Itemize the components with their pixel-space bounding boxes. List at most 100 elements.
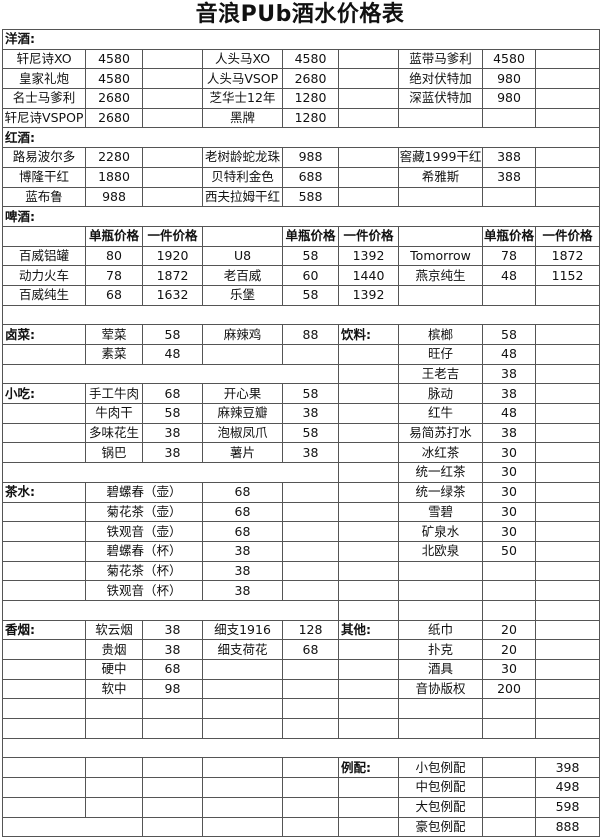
empty-cell	[142, 166, 203, 188]
table-cell: 48	[482, 403, 536, 424]
table-cell: 200	[482, 678, 536, 700]
empty-cell	[482, 816, 536, 837]
empty-cell	[534, 166, 600, 188]
empty-cell	[338, 186, 399, 208]
table-cell: 旺仔	[398, 344, 483, 365]
table-cell: 统一红茶	[398, 462, 483, 483]
empty-cell	[338, 68, 399, 90]
table-cell: 58	[282, 284, 339, 306]
table-cell: 细支1916	[202, 619, 283, 641]
empty-cell	[282, 501, 339, 523]
empty-cell	[398, 560, 483, 582]
empty-cell	[282, 521, 339, 542]
table-cell: 碧螺春（杯）	[85, 540, 203, 562]
table-cell: 38	[482, 383, 536, 405]
empty-cell	[2, 462, 339, 483]
empty-cell	[482, 560, 536, 582]
empty-cell	[534, 422, 600, 444]
table-cell: 68	[202, 481, 283, 503]
section-label: 卤菜:	[2, 324, 86, 345]
table-cell: U8	[202, 245, 283, 267]
empty-cell	[2, 521, 86, 542]
empty-cell	[2, 560, 86, 582]
empty-cell	[142, 718, 203, 739]
table-cell: 988	[85, 186, 143, 208]
empty-cell	[142, 88, 203, 109]
empty-cell	[534, 501, 600, 523]
table-cell: 槟榔	[398, 324, 483, 345]
section-label: 小吃:	[2, 383, 86, 405]
table-cell: 老百威	[202, 265, 283, 286]
empty-cell	[202, 659, 283, 680]
table-cell: 中包例配	[398, 777, 483, 798]
section-label: 香烟:	[2, 619, 86, 641]
empty-cell	[338, 442, 399, 464]
empty-cell	[338, 560, 399, 582]
empty-cell	[2, 796, 86, 818]
section-label: 其他:	[338, 619, 399, 641]
blank-row	[1, 304, 600, 326]
table-cell: 百威纯生	[2, 284, 86, 306]
empty-cell	[398, 599, 483, 621]
table-cell: 88	[282, 324, 339, 345]
table-cell: 598	[534, 796, 600, 818]
empty-cell	[534, 659, 600, 680]
table-cell: 30	[482, 442, 536, 464]
empty-cell	[482, 698, 536, 720]
empty-cell	[338, 344, 399, 365]
empty-cell	[482, 718, 536, 739]
empty-cell	[482, 107, 536, 129]
table-cell: 荤菜	[85, 324, 143, 345]
table-cell: 王老吉	[398, 363, 483, 385]
section-label: 例配:	[338, 757, 399, 779]
table-cell: 1152	[534, 265, 600, 286]
table-cell: 58	[482, 324, 536, 345]
table-cell: 锅巴	[85, 442, 143, 464]
table-cell: 碧螺春（壶）	[85, 481, 203, 503]
empty-cell	[338, 540, 399, 562]
empty-cell	[142, 816, 203, 837]
table-cell: 398	[534, 757, 600, 779]
table-cell: 窖藏1999干红	[398, 147, 483, 168]
empty-cell	[2, 363, 339, 385]
table-cell: 30	[482, 501, 536, 523]
empty-cell	[338, 501, 399, 523]
table-row: 单瓶价格 一件价格 单瓶价格 一件价格 单瓶价格 一件价格	[2, 225, 600, 247]
table-cell: 38	[142, 442, 203, 464]
table-row: 王老吉 38	[2, 363, 600, 385]
empty-cell	[202, 225, 283, 247]
empty-cell	[482, 284, 536, 306]
table-cell: 38	[142, 619, 203, 641]
table-cell: 豪包例配	[398, 816, 483, 837]
empty-cell	[338, 88, 399, 109]
empty-cell	[338, 462, 399, 483]
table-cell: 贝特利金色	[202, 166, 283, 188]
empty-cell	[534, 88, 600, 109]
table-cell: 开心果	[202, 383, 283, 405]
empty-cell	[534, 599, 600, 621]
empty-cell	[398, 718, 483, 739]
table-cell: 1880	[85, 166, 143, 188]
empty-cell	[282, 796, 339, 818]
empty-cell	[202, 777, 283, 798]
empty-cell	[338, 383, 399, 405]
empty-cell	[282, 698, 339, 720]
table-cell: 1632	[142, 284, 203, 306]
table-cell: 音协版权	[398, 678, 483, 700]
empty-cell	[338, 147, 399, 168]
table-cell: 名士马爹利	[2, 88, 86, 109]
section-header-row: 啤酒:	[1, 206, 600, 227]
table-cell: 98	[142, 678, 203, 700]
table-cell: 希雅斯	[398, 166, 483, 188]
table-cell: 蓝布鲁	[2, 186, 86, 208]
table-cell: 30	[482, 659, 536, 680]
table-row: 菊花茶（壶） 68 雪碧 30	[2, 501, 600, 523]
table-row	[2, 698, 600, 720]
empty-cell	[2, 540, 86, 562]
table-cell: 雪碧	[398, 501, 483, 523]
table-row	[2, 599, 600, 621]
table-row: 动力火车 78 1872 老百威 60 1440 燕京纯生 48 1152	[2, 265, 600, 286]
empty-cell	[1, 304, 600, 326]
table-cell: 单瓶价格	[482, 225, 536, 247]
table-cell: 68	[282, 639, 339, 660]
